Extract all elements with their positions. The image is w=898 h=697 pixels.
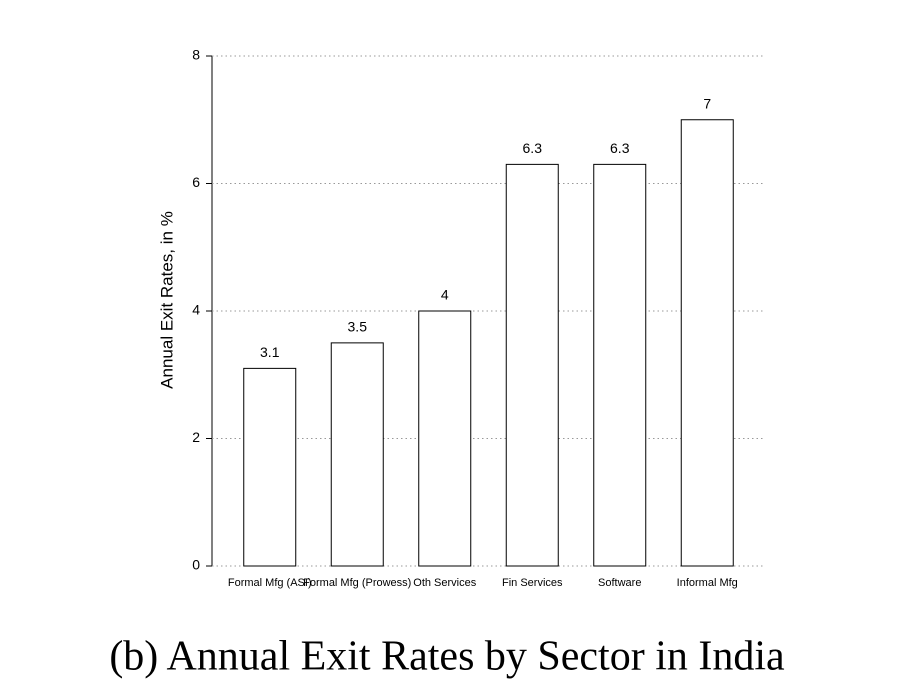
bar: [680, 119, 734, 567]
bar: [593, 163, 647, 567]
x-tick-label: Fin Services: [502, 577, 563, 589]
value-label: 3.1: [260, 344, 280, 360]
x-tick-label: Informal Mfg: [677, 577, 738, 589]
value-label: 6.3: [610, 140, 630, 156]
y-axis-label: Annual Exit Rates, in %: [157, 211, 176, 389]
y-tick-label: 8: [192, 47, 200, 63]
bar: [418, 310, 472, 567]
x-tick-label: Formal Mfg (Prowess): [303, 577, 411, 589]
value-label: 4: [441, 287, 449, 303]
bar: [243, 367, 297, 567]
chart-caption: (b) Annual Exit Rates by Sector in India: [109, 634, 785, 680]
bar: [330, 342, 384, 567]
value-label: 7: [703, 95, 711, 111]
value-label: 3.5: [348, 319, 368, 335]
y-tick-label: 6: [192, 174, 200, 190]
bar: [505, 163, 559, 567]
value-label: 6.3: [523, 140, 543, 156]
x-tick-label: Software: [598, 577, 641, 589]
y-tick-label: 2: [192, 429, 200, 445]
y-tick-label: 0: [192, 557, 200, 573]
y-tick-label: 4: [192, 302, 200, 318]
x-tick-label: Oth Services: [413, 577, 476, 589]
x-tick-label: Formal Mfg (ASI): [228, 577, 312, 589]
